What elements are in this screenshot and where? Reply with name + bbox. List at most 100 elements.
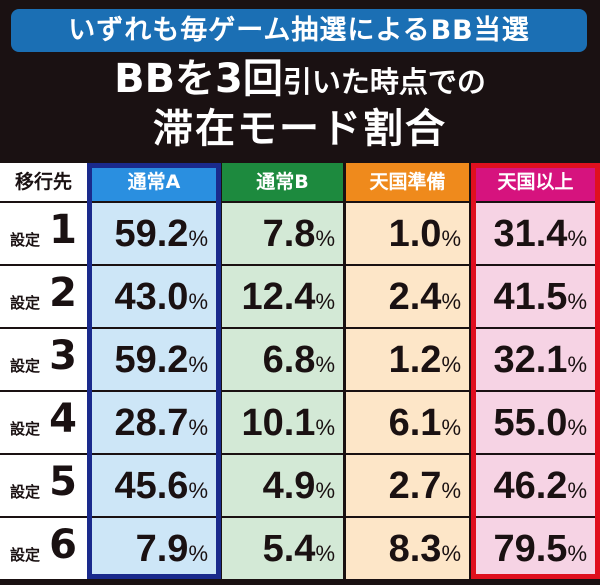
table-cell: 1.0% <box>346 203 469 264</box>
table-cell: 59.2% <box>92 203 216 264</box>
percent-sign: % <box>315 352 335 377</box>
setting-label: 設定 6 <box>0 518 87 579</box>
cell-value: 12.4 <box>241 276 316 318</box>
setting-number: 4 <box>49 396 77 442</box>
table-cell: 7.8% <box>222 203 343 264</box>
table-cell: 28.7% <box>92 392 216 453</box>
cell-value: 5.4 <box>262 528 316 570</box>
cell-value: 59.2 <box>114 213 189 255</box>
cell-value: 55.0 <box>493 402 568 444</box>
percent-sign: % <box>188 226 208 251</box>
page-title-line2: 滞在モード割合 <box>153 106 447 152</box>
mode-ratio-table: 移行先 通常A 通常B 天国準備 天国以上 設定 1 59.2% 7.8% 1.0% 31.4% 設定… <box>0 163 600 579</box>
setting-label: 設定 1 <box>0 203 87 264</box>
setting-number: 5 <box>49 459 77 505</box>
table-cell: 59.2% <box>92 329 216 390</box>
table-cell: 45.6% <box>92 455 216 516</box>
cell-value: 41.5 <box>493 276 568 318</box>
setting-prefix: 設定 <box>10 231 41 249</box>
table-cell: 5.4% <box>222 518 343 579</box>
percent-sign: % <box>315 478 335 503</box>
setting-label: 設定 2 <box>0 266 87 327</box>
percent-sign: % <box>567 478 587 503</box>
percent-sign: % <box>567 352 587 377</box>
cell-value: 46.2 <box>493 465 568 507</box>
percent-sign: % <box>188 478 208 503</box>
table-cell: 1.2% <box>346 329 469 390</box>
page-title-line1: BBを3回引いた時点での <box>0 56 600 110</box>
setting-number: 2 <box>49 270 77 316</box>
cell-value: 2.7 <box>388 465 442 507</box>
cell-value: 7.9 <box>135 528 189 570</box>
setting-label: 設定 3 <box>0 329 87 390</box>
corner-label: 移行先 <box>0 163 87 201</box>
percent-sign: % <box>188 352 208 377</box>
percent-sign: % <box>441 541 461 566</box>
table-cell: 6.1% <box>346 392 469 453</box>
cell-value: 10.1 <box>241 402 316 444</box>
percent-sign: % <box>441 289 461 314</box>
percent-sign: % <box>188 415 208 440</box>
table-cell: 41.5% <box>476 266 595 327</box>
setting-number: 3 <box>49 333 77 379</box>
setting-prefix: 設定 <box>10 357 41 375</box>
table-cell: 6.8% <box>222 329 343 390</box>
cell-value: 59.2 <box>114 339 189 381</box>
table-cell: 79.5% <box>476 518 595 579</box>
cell-value: 6.1 <box>388 402 442 444</box>
cell-value: 45.6 <box>114 465 189 507</box>
cell-value: 28.7 <box>114 402 189 444</box>
table-cell: 55.0% <box>476 392 595 453</box>
percent-sign: % <box>188 289 208 314</box>
cell-value: 4.9 <box>262 465 316 507</box>
column-header: 通常A <box>92 163 216 201</box>
header-banner: いずれも毎ゲーム抽選によるBB当選 <box>11 9 587 52</box>
cell-value: 32.1 <box>493 339 568 381</box>
percent-sign: % <box>567 226 587 251</box>
table-cell: 46.2% <box>476 455 595 516</box>
percent-sign: % <box>315 289 335 314</box>
table-cell: 4.9% <box>222 455 343 516</box>
setting-number: 6 <box>49 522 77 568</box>
cell-value: 6.8 <box>262 339 316 381</box>
percent-sign: % <box>567 289 587 314</box>
percent-sign: % <box>441 352 461 377</box>
cell-value: 7.8 <box>262 213 316 255</box>
percent-sign: % <box>315 541 335 566</box>
percent-sign: % <box>315 415 335 440</box>
cell-value: 1.0 <box>388 213 442 255</box>
percent-sign: % <box>315 226 335 251</box>
cell-value: 79.5 <box>493 528 568 570</box>
setting-prefix: 設定 <box>10 483 41 501</box>
table-cell: 8.3% <box>346 518 469 579</box>
table-cell: 2.7% <box>346 455 469 516</box>
title-suffix: 引いた時点での <box>282 65 486 99</box>
setting-label: 設定 4 <box>0 392 87 453</box>
cell-value: 1.2 <box>388 339 442 381</box>
percent-sign: % <box>441 415 461 440</box>
percent-sign: % <box>441 478 461 503</box>
setting-prefix: 設定 <box>10 420 41 438</box>
setting-prefix: 設定 <box>10 294 41 312</box>
cell-value: 43.0 <box>114 276 189 318</box>
table-cell: 7.9% <box>92 518 216 579</box>
table-cell: 2.4% <box>346 266 469 327</box>
table-cell: 10.1% <box>222 392 343 453</box>
setting-label: 設定 5 <box>0 455 87 516</box>
title-bb-count: BBを3回 <box>114 56 283 102</box>
column-header: 天国以上 <box>476 163 595 201</box>
table-cell: 43.0% <box>92 266 216 327</box>
table-cell: 31.4% <box>476 203 595 264</box>
setting-prefix: 設定 <box>10 546 41 564</box>
percent-sign: % <box>188 541 208 566</box>
percent-sign: % <box>567 541 587 566</box>
column-header: 通常B <box>222 163 343 201</box>
cell-value: 8.3 <box>388 528 442 570</box>
setting-number: 1 <box>49 207 77 253</box>
percent-sign: % <box>567 415 587 440</box>
table-cell: 32.1% <box>476 329 595 390</box>
table-cell: 12.4% <box>222 266 343 327</box>
cell-value: 2.4 <box>388 276 442 318</box>
column-header: 天国準備 <box>346 163 469 201</box>
cell-value: 31.4 <box>493 213 568 255</box>
